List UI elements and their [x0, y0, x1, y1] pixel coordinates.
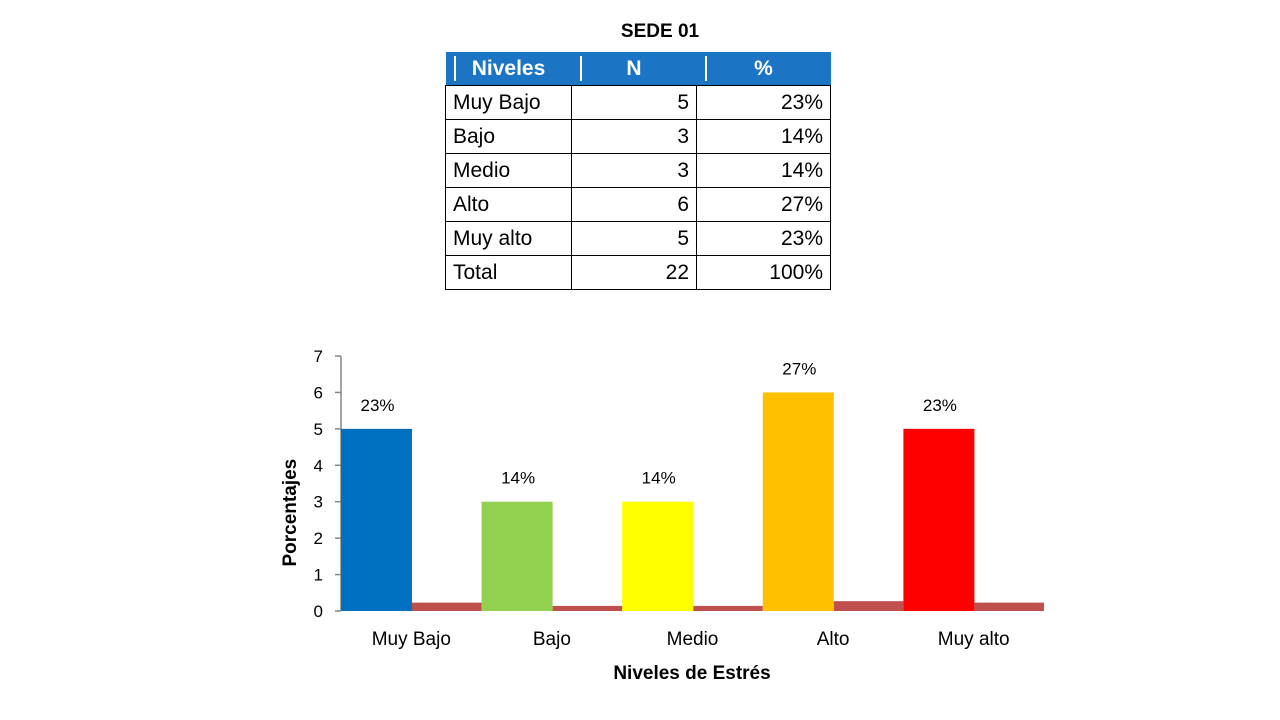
cell-percent: 27%	[696, 187, 831, 222]
data-label: 23%	[360, 396, 394, 415]
table-header-row: Niveles N %	[445, 52, 831, 86]
data-label: 23%	[923, 396, 957, 415]
y-tick-label: 4	[314, 456, 323, 475]
table-row-total: Total 22 100%	[445, 255, 831, 290]
cell-n: 5	[571, 85, 697, 120]
bar	[341, 428, 412, 611]
x-tick-label: Medio	[667, 629, 719, 650]
secondary-bar	[974, 602, 1044, 611]
y-tick-label: 0	[314, 602, 323, 621]
x-tick-label: Bajo	[533, 629, 571, 650]
table-row: Alto 6 27%	[445, 187, 831, 222]
y-tick-label: 2	[314, 529, 323, 548]
header-niveles: Niveles	[445, 52, 572, 86]
y-axis-label: Porcentajes	[280, 459, 301, 567]
cell-percent: 100%	[696, 255, 831, 290]
bar	[622, 501, 694, 611]
y-tick-label: 1	[314, 566, 323, 585]
page-title: SEDE 01	[620, 21, 700, 42]
y-tick-label: 5	[314, 420, 323, 439]
secondary-bar	[552, 605, 623, 611]
x-tick-label: Alto	[817, 629, 850, 650]
data-label: 14%	[642, 469, 676, 488]
bar	[903, 428, 975, 611]
cell-n: 5	[571, 221, 697, 256]
cell-n: 3	[571, 153, 697, 188]
header-n: N	[571, 52, 697, 86]
secondary-bar	[833, 601, 904, 611]
x-tick-label: Muy Bajo	[372, 629, 451, 650]
table-row: Medio 3 14%	[445, 153, 831, 188]
cell-n: 22	[571, 255, 697, 290]
cell-percent: 14%	[696, 153, 831, 188]
bar	[481, 501, 553, 611]
y-tick-label: 3	[314, 493, 323, 512]
y-tick-label: 7	[314, 347, 323, 366]
secondary-bar	[412, 602, 482, 611]
x-axis-label: Niveles de Estrés	[613, 663, 770, 684]
cell-percent: 23%	[696, 85, 831, 120]
cell-n: 6	[571, 187, 697, 222]
cell-level: Total	[445, 255, 572, 290]
cell-level: Bajo	[445, 119, 572, 154]
cell-n: 3	[571, 119, 697, 154]
bar	[762, 392, 834, 611]
header-percent: %	[696, 52, 831, 86]
secondary-bar	[693, 605, 763, 611]
data-table: Niveles N % Muy Bajo 5 23% Bajo 3 14% Me…	[445, 52, 831, 290]
data-label: 27%	[782, 359, 816, 378]
data-label: 14%	[501, 469, 535, 488]
cell-level: Alto	[445, 187, 572, 222]
y-tick-label: 6	[314, 383, 323, 402]
x-tick-label: Muy alto	[938, 629, 1010, 650]
